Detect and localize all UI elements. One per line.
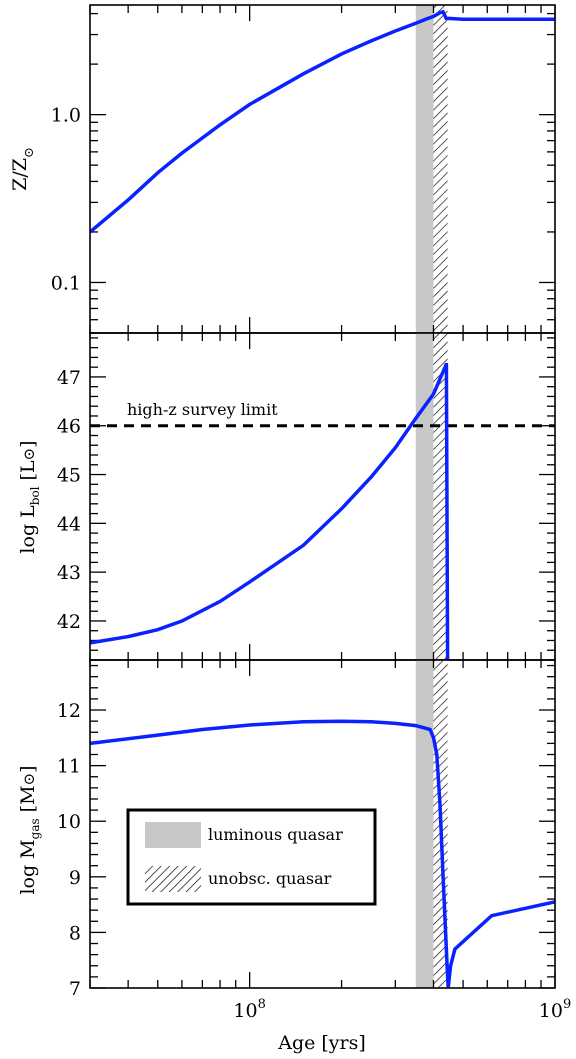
- shade-unobsc-quasar: [433, 5, 448, 333]
- ylabel-luminosity: log Lbol[L⊙]: [17, 440, 42, 553]
- y-tick-label: 12: [57, 700, 81, 722]
- ticks-group-0: 0.1 1.0: [51, 5, 556, 334]
- y-tick-label: 1.0: [51, 105, 81, 127]
- shade-luminous-quasar: [415, 333, 434, 660]
- series-line-luminosity: [90, 362, 450, 660]
- shade-group-2: [415, 660, 448, 988]
- ylabel-metallicity: Z/Z⊙: [9, 147, 37, 191]
- ylabel-gas-mass: log Mgas[M⊙]: [17, 765, 42, 894]
- series-line-gas-mass: [90, 719, 555, 988]
- y-tick-label: 42: [57, 611, 81, 633]
- xlabel: Age [yrs]: [277, 1032, 366, 1054]
- x-tick-label: 109: [539, 997, 571, 1022]
- y-tick-label: 11: [57, 756, 81, 778]
- y-tick-label: 10: [57, 811, 81, 833]
- panel-luminosity: 42 43 44 45 46 47 high-z survey limit log Lbo…: [17, 332, 556, 661]
- survey-limit-label: high-z survey limit: [127, 400, 278, 419]
- shade-luminous-quasar: [415, 660, 434, 988]
- shade-unobsc-quasar: [433, 333, 448, 660]
- panel-metallicity: 0.1 1.0 Z/Z⊙: [9, 4, 556, 334]
- legend-swatch-luminous: [145, 822, 201, 848]
- legend-swatch-unobsc: [145, 866, 201, 892]
- y-tick-label: 0.1: [51, 272, 81, 294]
- frame-luminosity: [89, 332, 556, 661]
- shade-group-0: [415, 5, 448, 333]
- y-tick-label: 8: [69, 922, 81, 944]
- y-tick-label: 46: [57, 416, 81, 438]
- legend: luminous quasar unobsc. quasar: [126, 808, 377, 906]
- y-tick-label: 45: [57, 465, 81, 487]
- frame-gas-mass: [89, 659, 556, 989]
- y-tick-label: 44: [57, 513, 81, 535]
- y-tick-label: 43: [57, 562, 81, 584]
- y-tick-label: 9: [69, 867, 81, 889]
- legend-label-luminous: luminous quasar: [208, 825, 343, 844]
- ticks-group-2: 7 8 9 10 11 12: [57, 660, 556, 1000]
- series-line-metallicity: [90, 9, 555, 234]
- xtick-labels: 108 109: [233, 997, 571, 1022]
- legend-label-unobsc: unobsc. quasar: [208, 869, 332, 888]
- y-tick-label: 47: [57, 367, 81, 389]
- shade-luminous-quasar: [415, 5, 434, 333]
- ticks-group-1: 42 43 44 45 46 47: [57, 333, 556, 661]
- panel-gas-mass: 7 8 9 10 11 12 log Mgas[M⊙] luminous quasar u…: [17, 659, 556, 1000]
- y-tick-label: 7: [69, 978, 81, 1000]
- shade-group-1: [415, 333, 448, 660]
- x-tick-label: 108: [233, 997, 265, 1022]
